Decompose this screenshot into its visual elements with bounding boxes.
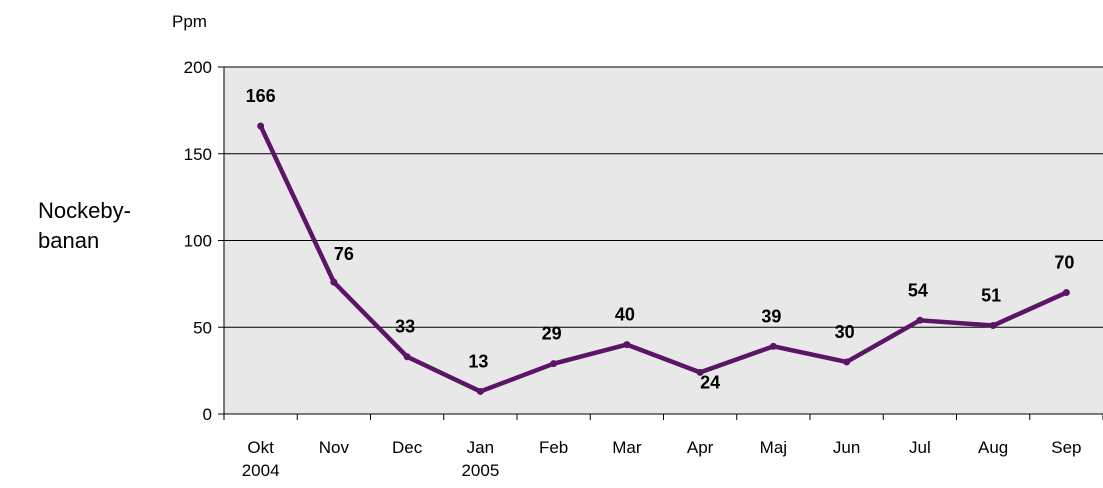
data-label-2: 33 [395,317,415,337]
data-point-10 [989,322,997,330]
y-tick-label-50: 50 [193,318,212,337]
data-point-3 [476,387,484,395]
data-label-4: 29 [542,324,562,344]
y-tick-label-150: 150 [184,145,212,164]
x-tick-label-6: Apr [687,438,714,457]
side-label: Nockeby- banan [38,196,131,256]
data-label-10: 51 [981,286,1001,306]
y-tick-label-200: 200 [184,58,212,77]
x-tick-label-10: Aug [978,438,1008,457]
data-point-4 [550,360,558,368]
data-label-11: 70 [1054,253,1074,273]
data-point-0 [257,122,265,130]
data-label-7: 39 [761,306,781,326]
x-tick-label-11: Sep [1051,438,1081,457]
data-label-1: 76 [334,244,354,264]
x-tick-label-2: Dec [392,438,423,457]
x-tick-label-4: Feb [539,438,568,457]
data-point-5 [623,341,631,349]
data-point-11 [1062,289,1070,297]
data-label-5: 40 [615,305,635,325]
data-line [258,123,1069,394]
x-tick-label-7: Maj [760,438,787,457]
data-point-7 [769,342,777,350]
data-label-3: 13 [468,351,488,371]
data-point-9 [916,316,924,324]
y-tick-label-0: 0 [203,405,212,424]
data-point-8 [843,358,851,366]
x-tick-label-3: Jan 2005 [461,438,499,480]
data-label-9: 54 [908,280,928,300]
x-tick-label-1: Nov [319,438,350,457]
data-label-8: 30 [835,322,855,342]
data-point-6 [696,368,704,376]
data-point-2 [403,353,411,361]
x-tick-label-5: Mar [612,438,642,457]
data-point-1 [330,278,338,286]
side-label-line-1: Nockeby- [38,198,131,223]
y-tick-label-100: 100 [184,232,212,251]
x-tick-label-9: Jul [909,438,931,457]
x-tick-label-8: Jun [833,438,860,457]
y-unit-label: Ppm [172,12,207,31]
data-label-6: 24 [700,372,720,392]
x-tick-label-0: Okt 2004 [242,438,280,480]
side-label-line-2: banan [38,228,100,253]
data-label-0: 166 [246,86,276,106]
